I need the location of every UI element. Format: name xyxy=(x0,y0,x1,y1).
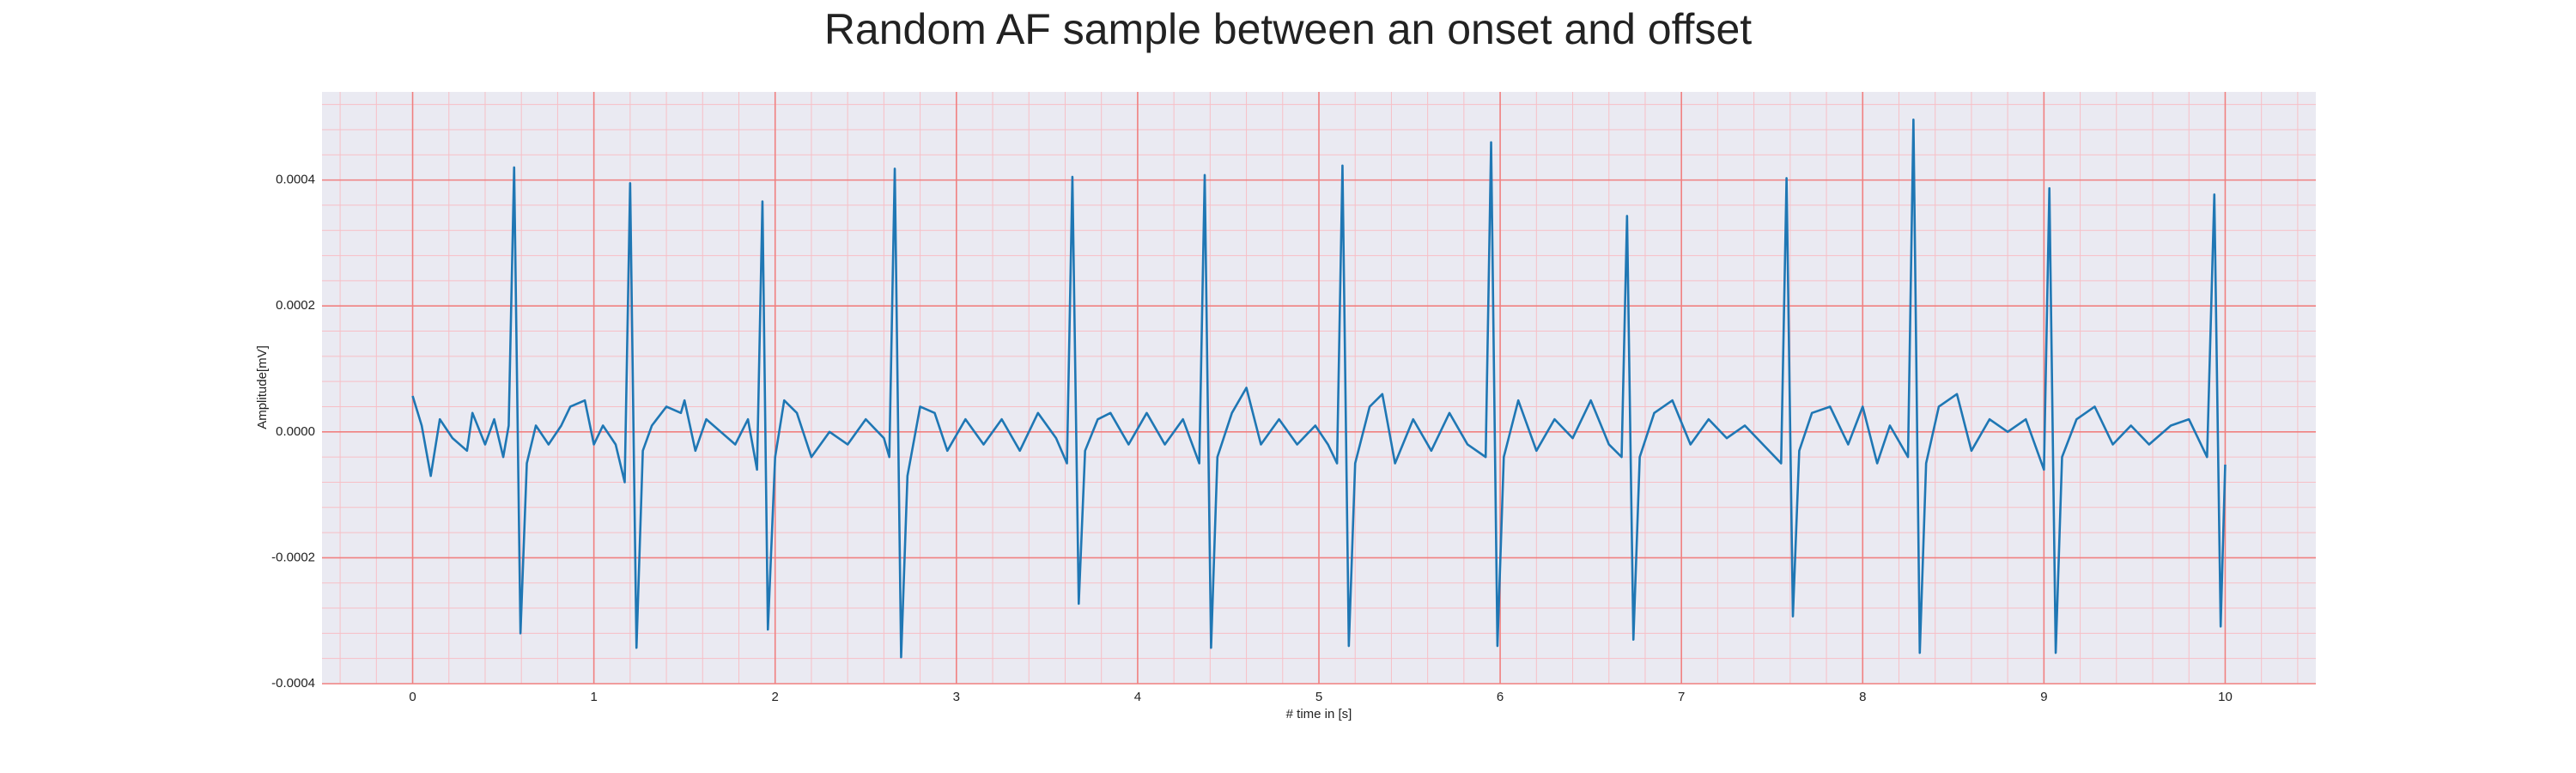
x-tick-label: 5 xyxy=(1315,690,1322,704)
chart-title: Random AF sample between an onset and of… xyxy=(824,5,1752,53)
x-tick-label: 10 xyxy=(2218,690,2233,704)
x-tick-label: 2 xyxy=(772,690,779,704)
y-tick-label: -0.0004 xyxy=(271,676,315,691)
x-tick-label: 4 xyxy=(1134,690,1141,704)
x-tick-label: 1 xyxy=(590,690,597,704)
x-tick-label: 0 xyxy=(409,690,416,704)
x-tick-label: 9 xyxy=(2040,690,2047,704)
y-tick-label: 0.0000 xyxy=(276,424,315,439)
y-tick-label: -0.0002 xyxy=(271,550,315,564)
y-tick-label: 0.0002 xyxy=(276,298,315,313)
x-tick-label: 3 xyxy=(953,690,960,704)
x-tick-label: 7 xyxy=(1678,690,1685,704)
x-tick-label: 8 xyxy=(1859,690,1866,704)
x-axis-label: # time in [s] xyxy=(1286,707,1352,721)
marks xyxy=(411,118,2227,659)
y-tick-label: 0.0004 xyxy=(276,173,315,187)
labels: 0 1 2 3 4 5 6 7 8 9 10 -0.0004 -0.0002 0.0000 0.0002 0.… xyxy=(271,173,2233,704)
ecg-line xyxy=(411,118,2227,659)
x-tick-label: 6 xyxy=(1497,690,1504,704)
y-axis-label: Amplitude[mV] xyxy=(255,345,270,429)
